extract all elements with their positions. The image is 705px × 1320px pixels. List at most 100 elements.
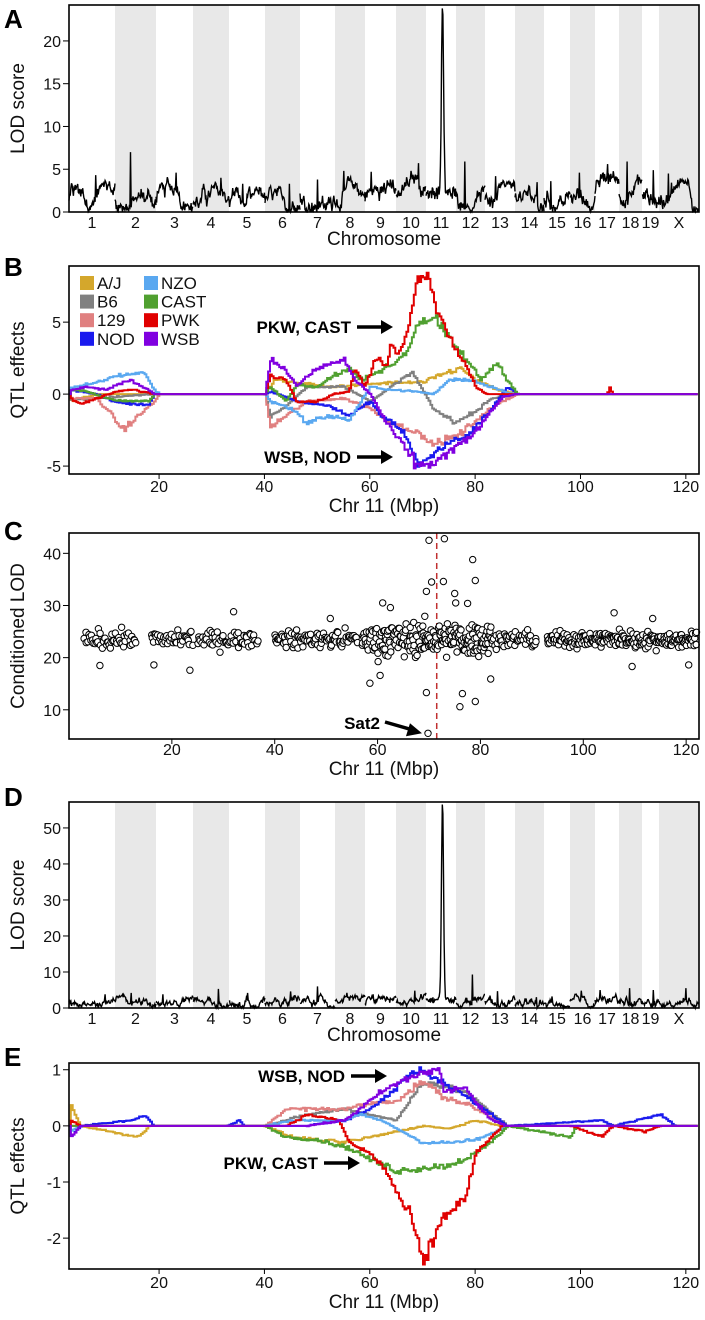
legend-swatch bbox=[144, 294, 158, 309]
chromosome-band bbox=[515, 5, 544, 212]
panel-b: B QTL effects Chr 11 (Mbp) -5 0 5 20 40 60 80 100 1… bbox=[4, 252, 700, 517]
chromosome-label: 7 bbox=[313, 1011, 322, 1028]
arrow-head bbox=[381, 320, 393, 334]
y-tick-label: 0 bbox=[52, 1001, 61, 1018]
arrow-head bbox=[405, 723, 422, 737]
x-tick-label: 60 bbox=[361, 1275, 379, 1292]
panel-c: C Conditioned LOD Chr 11 (Mbp) 10 20 30 40 20 40… bbox=[4, 516, 701, 780]
marker-point bbox=[400, 653, 408, 661]
legend-item: PWK bbox=[144, 311, 200, 330]
y-tick-label: 10 bbox=[43, 703, 61, 720]
chromosome-band bbox=[456, 5, 485, 212]
y-axis-title: LOD score bbox=[8, 860, 29, 951]
chromosome-label: 6 bbox=[278, 215, 287, 232]
legend-item: NZO bbox=[144, 274, 197, 293]
annotation-pkw-cast: PKW, CAST bbox=[257, 318, 352, 337]
lod-curve-chr-X bbox=[658, 988, 700, 1011]
lod-curve-chr-14 bbox=[514, 997, 545, 1011]
marker-point bbox=[421, 612, 429, 620]
legend-swatch bbox=[80, 276, 94, 290]
chromosome-label: X bbox=[674, 215, 685, 232]
chromosome-label: 13 bbox=[491, 1011, 509, 1028]
legend-label: A/J bbox=[97, 274, 122, 293]
x-tick-label: 100 bbox=[570, 742, 597, 759]
marker-point bbox=[386, 603, 395, 612]
chromosome-label: 1 bbox=[88, 1011, 97, 1028]
chromosome-band bbox=[515, 802, 544, 1008]
x-tick-label: 20 bbox=[150, 1275, 168, 1292]
lod-curve-chr-6 bbox=[264, 991, 301, 1009]
chromosome-band bbox=[659, 5, 699, 212]
panel-letter: B bbox=[4, 252, 23, 282]
annotation-pkw-cast: PKW, CAST bbox=[224, 1154, 319, 1173]
chromosome-label: 1 bbox=[88, 215, 97, 232]
x-tick-label: 40 bbox=[266, 742, 284, 759]
y-tick-label: -5 bbox=[47, 459, 61, 476]
chromosome-band bbox=[335, 802, 365, 1008]
marker-point bbox=[341, 624, 349, 632]
x-tick-label: 80 bbox=[466, 479, 484, 496]
marker-point bbox=[458, 689, 467, 698]
marker-point bbox=[451, 589, 459, 598]
chromosome-label: 18 bbox=[622, 215, 640, 232]
lod-curve-chr-7 bbox=[299, 179, 336, 213]
chromosome-label: 14 bbox=[521, 1011, 539, 1028]
y-tick-label: 40 bbox=[43, 546, 61, 563]
chromosome-label: 11 bbox=[433, 1011, 450, 1028]
chromosome-band bbox=[619, 802, 642, 1008]
lod-curve-chr-4 bbox=[192, 988, 230, 1011]
chromosome-label: 9 bbox=[376, 1011, 385, 1028]
y-tick-label: 50 bbox=[43, 821, 61, 838]
marker-point bbox=[492, 645, 500, 654]
x-tick-label: 40 bbox=[256, 479, 274, 496]
legend-item: NOD bbox=[80, 330, 135, 349]
chromosome-band bbox=[456, 802, 485, 1008]
y-axis-title: QTL effects bbox=[8, 1117, 29, 1214]
marker-point bbox=[652, 647, 660, 655]
marker-point bbox=[484, 649, 492, 658]
marker-point bbox=[326, 614, 334, 623]
y-tick-label: 5 bbox=[52, 315, 61, 332]
x-tick-label: 40 bbox=[256, 1275, 274, 1292]
marker-point bbox=[373, 624, 381, 633]
marker-point bbox=[523, 626, 532, 634]
chromosome-label: 15 bbox=[548, 215, 566, 232]
marker-point bbox=[410, 618, 418, 627]
chromosome-band bbox=[265, 5, 300, 212]
legend-swatch bbox=[80, 331, 94, 346]
marker-point bbox=[229, 608, 238, 616]
legend-label: B6 bbox=[97, 293, 118, 312]
effect-line-wsb bbox=[69, 356, 698, 470]
marker-point bbox=[216, 648, 224, 656]
x-tick-label: 80 bbox=[472, 742, 490, 759]
lod-curve-chr-11 bbox=[425, 804, 457, 1005]
marker-point bbox=[376, 671, 384, 680]
y-tick-label: 30 bbox=[43, 893, 61, 910]
lod-curve-chr-2 bbox=[114, 152, 157, 214]
x-tick-label: 120 bbox=[672, 1275, 699, 1292]
annotation-wsb-nod: WSB, NOD bbox=[264, 448, 351, 467]
marker-point bbox=[282, 643, 290, 652]
plot-border bbox=[68, 532, 700, 740]
chromosome-label: 14 bbox=[521, 215, 539, 232]
marker-point bbox=[106, 644, 115, 652]
lod-curve-chr-4 bbox=[192, 177, 230, 208]
lod-curve-chr-13 bbox=[484, 176, 516, 209]
legend-label: CAST bbox=[161, 293, 206, 312]
chromosome-label: 17 bbox=[598, 215, 616, 232]
x-axis-title: Chr 11 (Mbp) bbox=[329, 759, 440, 780]
chromosome-label: 19 bbox=[642, 215, 660, 232]
chromosome-band bbox=[335, 5, 365, 212]
y-tick-label: 10 bbox=[43, 119, 61, 136]
marker-point bbox=[649, 614, 657, 623]
marker-point bbox=[453, 648, 461, 656]
marker-point bbox=[425, 536, 433, 544]
plot-border bbox=[68, 4, 700, 213]
chromosome-label: 2 bbox=[131, 1011, 140, 1028]
chromosome-band bbox=[619, 5, 642, 212]
panel-letter: E bbox=[4, 1042, 21, 1072]
lod-curve-chr-19 bbox=[641, 170, 660, 209]
marker-point bbox=[487, 623, 495, 631]
